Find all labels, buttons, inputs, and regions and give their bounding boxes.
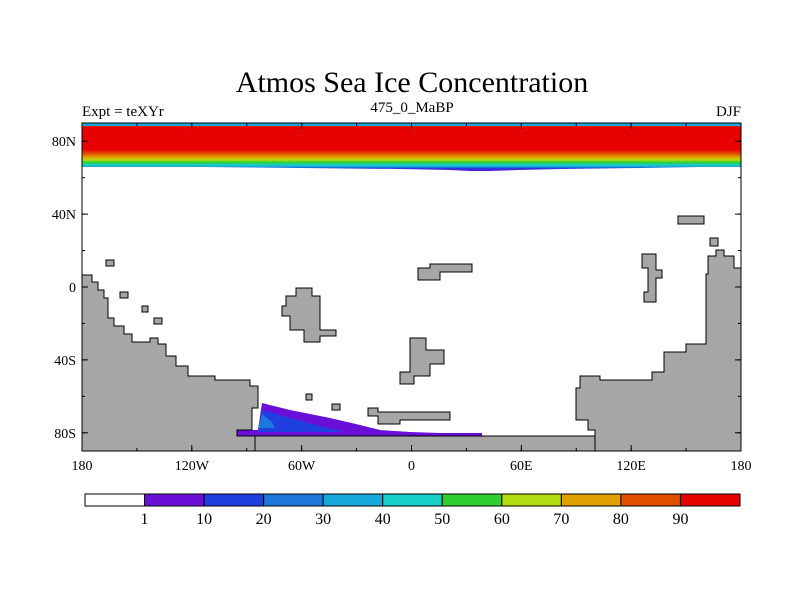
- map-panel: [81, 122, 742, 452]
- island-east-2: [641, 253, 663, 303]
- lon-tick-label: 180: [72, 459, 93, 474]
- colorbar-box: [679, 493, 741, 507]
- colorbar-box: [144, 493, 205, 507]
- colorbar-label: 30: [315, 511, 331, 528]
- colorbar-box: [441, 493, 503, 507]
- island-south: [399, 337, 445, 385]
- lon-tick-label: 120E: [616, 459, 646, 474]
- lon-tick-label: 60W: [288, 459, 316, 474]
- lon-tick-label: 60E: [510, 459, 533, 474]
- colorbar-box: [84, 493, 146, 507]
- colorbar-label: 80: [613, 511, 629, 528]
- time-label: 475_0_MaBP: [370, 100, 453, 116]
- colorbar-label: 60: [494, 511, 510, 528]
- colorbar-label: 40: [375, 511, 391, 528]
- colorbar-box: [203, 493, 265, 507]
- figure-title: Atmos Sea Ice Concentration: [236, 66, 588, 99]
- lat-tick-label: 80S: [54, 427, 76, 442]
- longitude-axis: 180 120W 60W 0 60E 120E 180: [72, 123, 752, 474]
- eastern-landmass: [575, 249, 742, 452]
- lat-tick-label: 40N: [52, 208, 76, 223]
- island-southatlantic: [305, 393, 313, 401]
- lon-tick-label: 0: [408, 459, 415, 474]
- colorbar-label: 70: [553, 511, 569, 528]
- antarctic-coast: [254, 435, 596, 452]
- island-africa: [281, 287, 337, 343]
- island-pacific-3: [141, 305, 149, 313]
- colorbar-label: 1: [141, 511, 149, 528]
- arctic-sea-ice: [82, 123, 741, 171]
- colorbar-label: 20: [256, 511, 272, 528]
- lat-tick-label: 80N: [52, 135, 76, 150]
- land-masses: [81, 215, 742, 452]
- colorbar-box: [382, 493, 443, 507]
- colorbar-label: 50: [434, 511, 450, 528]
- island-southatlantic-2: [331, 403, 341, 411]
- island-pacific-2: [119, 291, 129, 299]
- lat-tick-label: 0: [69, 281, 76, 296]
- colorbar: 1 10 20 30 40 50 60 70 80 90: [84, 493, 741, 528]
- colorbar-box: [501, 493, 562, 507]
- island-east-3: [709, 237, 719, 247]
- colorbar-label: 10: [196, 511, 212, 528]
- lon-tick-label: 120W: [175, 459, 210, 474]
- colorbar-box: [322, 493, 384, 507]
- colorbar-box: [560, 493, 622, 507]
- island-north: [417, 263, 473, 281]
- latitude-axis: 80N 40N 0 40S 80S: [52, 135, 741, 442]
- island-pacific-1: [105, 259, 115, 267]
- lat-tick-label: 40S: [54, 354, 76, 369]
- colorbar-label: 90: [672, 511, 688, 528]
- colorbar-box: [620, 493, 681, 507]
- lon-tick-label: 180: [731, 459, 752, 474]
- antarctic-sea-ice: [237, 403, 482, 436]
- island-pacific-4: [153, 317, 163, 325]
- americas-landmass: [81, 274, 259, 452]
- island-shelf: [367, 407, 451, 425]
- colorbar-box: [263, 493, 324, 507]
- island-east-1: [677, 215, 705, 225]
- experiment-label: Expt = teXYr: [82, 104, 164, 120]
- season-label: DJF: [716, 104, 741, 120]
